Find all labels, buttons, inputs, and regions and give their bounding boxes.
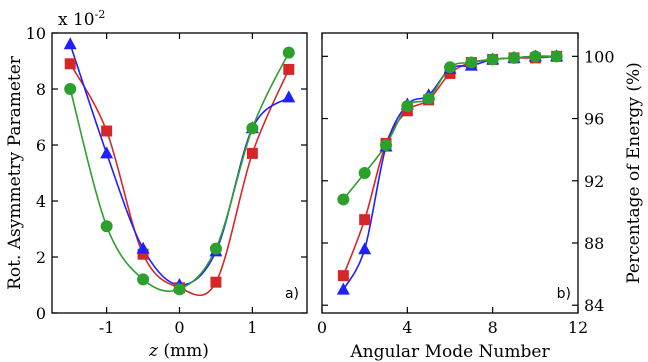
panel-a-y-tick-label-4: 8 — [36, 80, 46, 99]
panel-b-x-tick-label-2: 8 — [488, 318, 498, 337]
panel-b-square-marker-0 — [337, 270, 349, 282]
panel-b-chart: 0 4 8 12 84 88 92 96 100 b) Percentage of Energy… — [317, 32, 644, 362]
panel-b-y-tick-label-2: 92 — [584, 172, 604, 191]
panel-b-x-tick-label-3: 12 — [568, 318, 588, 337]
panel-a-y-tick-label-3: 6 — [36, 136, 46, 155]
panel-b-circle-marker-9 — [529, 50, 542, 63]
panel-a-label: a) — [285, 286, 299, 302]
panel-a-y-multiplier-exponent: -2 — [95, 8, 106, 21]
panel-a-y-axis-label: Rot. Asymmetry Parameter — [5, 55, 25, 290]
panel-a-circle-marker-6 — [282, 46, 295, 59]
panel-b-circle-marker-5 — [444, 61, 456, 74]
panel-a-series-circle-line — [69, 52, 290, 293]
panel-a-circle-marker-1 — [100, 220, 113, 233]
panel-b-plot-frame — [321, 32, 579, 314]
panel-b-label: b) — [557, 286, 571, 302]
panel-b-y-tick-label-1: 88 — [584, 234, 604, 253]
panel-a-y-tick-label-5: 10 — [26, 24, 46, 43]
panel-b-series-layer — [336, 49, 564, 295]
panel-a-triangle-marker-1 — [100, 146, 114, 159]
panel-b-triangle-marker-1 — [358, 242, 372, 255]
panel-b-circle-marker-7 — [486, 53, 499, 66]
panel-a-triangle-marker-2 — [136, 241, 150, 254]
panel-a-square-marker-6 — [283, 63, 295, 75]
panel-a-circle-marker-2 — [137, 273, 150, 286]
panel-a-x-axis-unit: (mm) — [158, 341, 209, 361]
panel-a-triangle-marker-0 — [63, 37, 77, 50]
panel-b-y-axis-label: Percentage of Energy (%) — [624, 62, 644, 284]
panel-b-circle-marker-4 — [422, 92, 435, 105]
panel-b-x-tick-label-1: 4 — [402, 318, 412, 337]
panel-b-y-tick-label-0: 84 — [584, 296, 604, 315]
panel-b-series-triangle-line — [342, 55, 557, 291]
panel-a-square-marker-4 — [210, 276, 222, 288]
panel-a-series-square-line — [69, 63, 290, 296]
panel-a-x-tick-label-1: 0 — [174, 318, 184, 337]
panel-a-x-axis-variable: z — [148, 341, 159, 361]
panel-a-y-multiplier: x 10-2 — [58, 8, 105, 30]
panel-a-circle-marker-0 — [64, 83, 77, 95]
panel-a-y-tick-label-1: 2 — [36, 248, 46, 267]
panel-a-circle-marker-4 — [209, 242, 222, 255]
panel-b-circle-marker-10 — [550, 50, 563, 63]
panel-a-y-tick-label-2: 4 — [36, 192, 46, 211]
panel-b-ticks-layer: 0 4 8 12 84 88 92 96 100 — [317, 33, 615, 337]
panel-a-series-layer — [63, 37, 296, 296]
panel-a-square-marker-0 — [64, 58, 76, 70]
panel-a-x-axis-label: z (mm) — [148, 341, 209, 361]
panel-a-circle-marker-3 — [173, 283, 186, 296]
panel-b-triangle-marker-0 — [336, 282, 350, 295]
panel-b-circle-marker-3 — [401, 100, 414, 113]
panel-b-y-tick-label-4: 100 — [584, 47, 615, 66]
panel-a-square-marker-1 — [101, 125, 113, 137]
panel-b-x-tick-label-0: 0 — [317, 318, 327, 337]
panel-b-square-marker-1 — [359, 214, 371, 226]
panel-b-x-axis-label: Angular Mode Number — [349, 342, 550, 362]
panel-b-y-tick-label-3: 96 — [584, 110, 604, 129]
panel-a-y-tick-label-0: 0 — [36, 304, 46, 323]
panel-b-circle-marker-1 — [358, 167, 371, 179]
panel-a-x-tick-label-0: -1 — [99, 318, 115, 337]
panel-b-circle-marker-2 — [380, 139, 392, 151]
panel-a-x-tick-label-2: 1 — [247, 318, 257, 337]
panel-a-triangle-marker-6 — [282, 90, 296, 103]
panel-b-circle-marker-6 — [465, 56, 478, 69]
panel-b-series-square-line — [342, 55, 557, 276]
panel-a-series-triangle-line — [69, 43, 290, 286]
panel-b-circle-marker-0 — [337, 193, 350, 206]
panel-a-circle-marker-5 — [246, 122, 259, 135]
panel-a-square-marker-5 — [246, 147, 258, 159]
panel-b-circle-marker-8 — [508, 51, 520, 64]
panel-a-square-marker-2 — [137, 248, 149, 260]
